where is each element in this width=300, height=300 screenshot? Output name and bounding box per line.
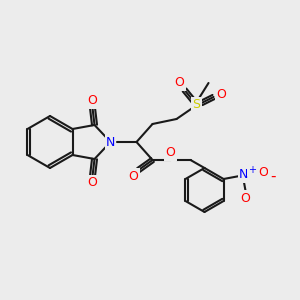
Text: N: N: [239, 169, 248, 182]
Text: O: O: [241, 191, 250, 205]
Text: O: O: [166, 146, 176, 160]
Text: S: S: [193, 98, 200, 112]
Text: -: -: [270, 169, 275, 184]
Text: O: O: [175, 76, 184, 89]
Text: O: O: [259, 167, 269, 179]
Text: +: +: [248, 165, 256, 175]
Text: O: O: [88, 176, 98, 190]
Text: O: O: [129, 169, 139, 182]
Text: O: O: [88, 94, 98, 107]
Text: N: N: [106, 136, 115, 148]
Text: O: O: [217, 88, 226, 101]
